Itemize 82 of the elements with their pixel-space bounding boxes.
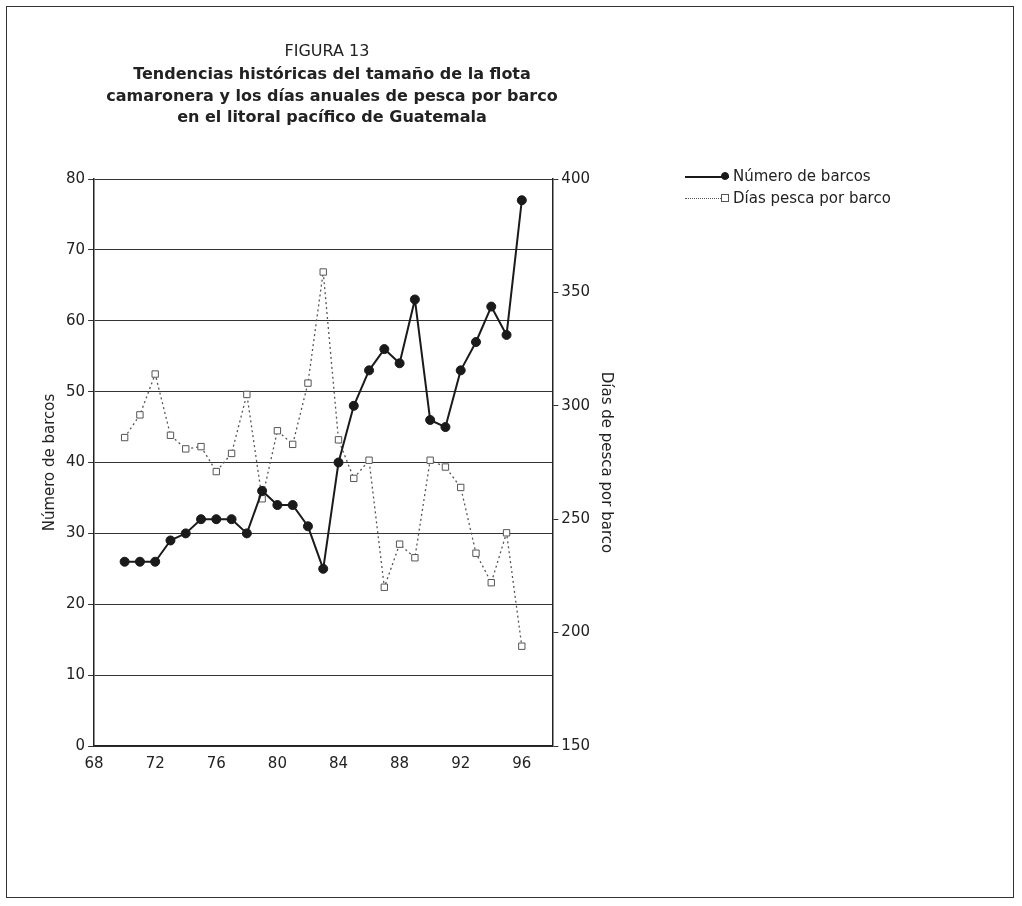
chart-title: Tendencias históricas del tamaño de la flota camaronera y los días anuales de pesca por barco en el litoral pacífico de Guatemala bbox=[105, 63, 559, 128]
point bbox=[211, 514, 222, 525]
point bbox=[288, 440, 297, 449]
point bbox=[379, 344, 390, 355]
point bbox=[472, 549, 480, 557]
x-tick-label: 92 bbox=[451, 753, 471, 772]
point bbox=[457, 483, 465, 492]
point bbox=[409, 294, 420, 305]
chart-subtitle: FIGURA 13 bbox=[283, 41, 371, 60]
point bbox=[350, 474, 358, 483]
point bbox=[166, 431, 175, 439]
point bbox=[182, 445, 190, 453]
point bbox=[151, 370, 159, 378]
point bbox=[486, 301, 497, 312]
point bbox=[120, 433, 129, 442]
point bbox=[272, 500, 283, 511]
point bbox=[319, 268, 327, 276]
y-tick-label: 20 bbox=[65, 594, 86, 613]
y-tick-label: 80 bbox=[65, 168, 86, 187]
point bbox=[212, 467, 220, 476]
y-tick-label: 40 bbox=[65, 452, 86, 471]
point bbox=[134, 556, 145, 567]
y2-tick-label: 150 bbox=[561, 735, 591, 754]
point bbox=[333, 457, 344, 468]
y-tick-label: 30 bbox=[65, 523, 86, 542]
point bbox=[180, 528, 191, 539]
point bbox=[150, 556, 161, 567]
x-tick-label: 76 bbox=[206, 753, 226, 772]
point bbox=[516, 195, 527, 206]
point bbox=[470, 337, 481, 348]
point bbox=[395, 540, 404, 548]
point bbox=[257, 485, 268, 496]
y-axis-title: Número de barcos bbox=[39, 393, 58, 532]
point bbox=[241, 528, 252, 539]
x-tick-label: 96 bbox=[512, 753, 532, 772]
point bbox=[380, 583, 389, 591]
point bbox=[287, 500, 298, 511]
y2-axis-title: Días de pesca por barco bbox=[598, 371, 617, 554]
y2-tick-label: 300 bbox=[561, 395, 591, 414]
y2-tick-label: 400 bbox=[561, 168, 591, 187]
point bbox=[243, 390, 251, 399]
y2-tick-label: 350 bbox=[561, 282, 591, 301]
point bbox=[136, 411, 144, 419]
y-tick-label: 50 bbox=[65, 381, 86, 400]
point bbox=[426, 456, 434, 464]
point bbox=[119, 556, 130, 567]
point bbox=[394, 358, 405, 369]
point bbox=[518, 642, 526, 650]
point bbox=[365, 456, 373, 464]
x-tick-label: 68 bbox=[84, 753, 104, 772]
point bbox=[165, 535, 176, 546]
point bbox=[501, 329, 512, 340]
x-tick-label: 80 bbox=[267, 753, 287, 772]
point bbox=[334, 436, 343, 444]
point bbox=[302, 521, 313, 532]
point bbox=[226, 514, 237, 525]
point bbox=[441, 463, 450, 471]
point bbox=[304, 379, 312, 387]
point bbox=[502, 529, 511, 537]
point bbox=[197, 442, 205, 451]
point bbox=[440, 422, 451, 433]
x-tick-label: 84 bbox=[328, 753, 349, 772]
point bbox=[364, 365, 375, 376]
legend-label: Número de barcos bbox=[733, 167, 871, 185]
legend-label: Días pesca por barco bbox=[733, 189, 891, 207]
point bbox=[487, 579, 495, 587]
y-tick-label: 70 bbox=[65, 239, 86, 258]
point bbox=[227, 449, 236, 458]
point bbox=[196, 514, 207, 525]
point bbox=[318, 563, 329, 574]
point bbox=[425, 414, 436, 425]
y-tick-label: 0 bbox=[75, 735, 86, 754]
x-tick-label: 88 bbox=[390, 753, 410, 772]
y2-tick-label: 200 bbox=[561, 622, 591, 641]
y2-tick-label: 250 bbox=[561, 509, 591, 528]
point bbox=[348, 400, 359, 411]
x-tick-label: 72 bbox=[145, 753, 165, 772]
point bbox=[273, 427, 282, 435]
point bbox=[411, 554, 419, 562]
point bbox=[455, 365, 466, 376]
y-tick-label: 60 bbox=[65, 310, 86, 329]
y-tick-label: 10 bbox=[65, 665, 86, 684]
